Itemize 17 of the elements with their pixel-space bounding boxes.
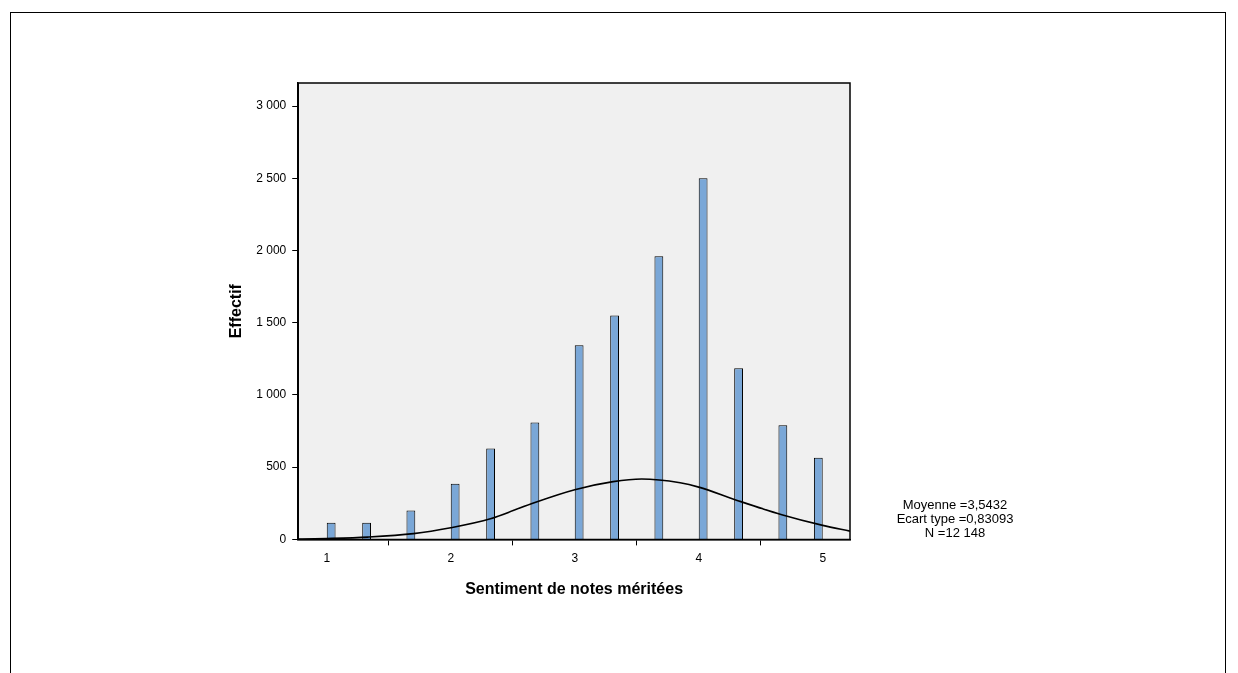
y-tick-label: 2 500 <box>256 170 287 185</box>
y-tick-label: 3 000 <box>256 98 287 113</box>
y-tick-label: 1 500 <box>256 315 287 330</box>
x-tick-label: 4 <box>695 550 703 565</box>
x-tick-label: 3 <box>571 550 579 565</box>
x-axis-title: Sentiment de notes méritées <box>465 579 684 597</box>
y-tick-label: 0 <box>279 531 287 546</box>
y-axis-title: Effectif <box>227 283 245 339</box>
y-tick-label: 1 000 <box>256 387 287 402</box>
text: Moyenne =3,5432 <box>902 497 1008 513</box>
y-tick-label: 2 000 <box>256 242 287 257</box>
text: N =12 148 <box>924 525 986 541</box>
x-tick-label: 1 <box>323 550 331 565</box>
x-tick-label: 2 <box>447 550 455 565</box>
text: Ecart type =0,83093 <box>896 511 1014 527</box>
y-tick-label: 500 <box>266 459 287 474</box>
x-tick-label: 5 <box>819 550 827 565</box>
